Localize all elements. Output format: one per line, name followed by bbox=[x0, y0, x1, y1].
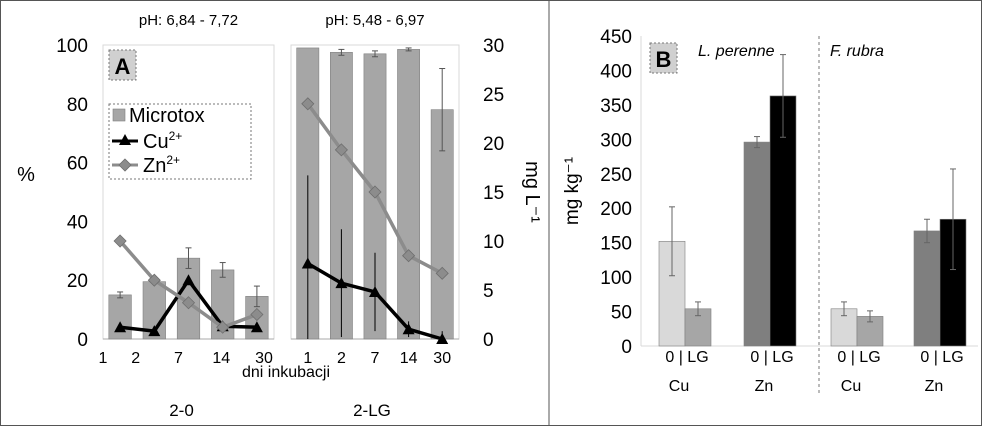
y-tick-label: 0 bbox=[621, 337, 632, 358]
panel-label-box bbox=[108, 49, 137, 81]
y-tick-label: 300 bbox=[600, 130, 632, 151]
microtox-bar bbox=[397, 49, 420, 340]
y-tick-label: 350 bbox=[600, 96, 632, 117]
x-axis-label: dni inkubacji bbox=[242, 364, 330, 381]
legend-label: Cu2+ bbox=[143, 129, 182, 153]
y-axis-label: mg kg⁻¹ bbox=[562, 157, 583, 225]
metal-label: Cu bbox=[669, 378, 689, 395]
panel-a: 0 20 40 60 80 100 0 5 10 15 20 25 30% mg L⁻¹ pH: 6,84 … bbox=[17, 12, 543, 420]
species-label: L. perenne bbox=[698, 43, 775, 60]
zn-point bbox=[402, 249, 416, 263]
legend-label: Microtox bbox=[129, 105, 205, 127]
cu-point bbox=[301, 257, 314, 269]
x-tick-label: 1 bbox=[99, 350, 108, 367]
y-tick-label: 0 bbox=[77, 330, 88, 351]
x-tick-label: 7 bbox=[371, 350, 380, 367]
cu-point bbox=[148, 325, 161, 337]
y-tick-label: 400 bbox=[600, 61, 632, 82]
metal-label: Zn bbox=[755, 378, 774, 395]
zn-point bbox=[113, 234, 127, 248]
panel-label-box bbox=[649, 42, 678, 74]
cu-point bbox=[436, 333, 449, 344]
metal-label: Cu bbox=[841, 378, 861, 395]
zn-point bbox=[250, 307, 264, 322]
treatment-label: 0 | LG bbox=[837, 349, 880, 366]
cu-point bbox=[369, 285, 381, 297]
x-tick-label: 30 bbox=[433, 350, 451, 367]
legend-swatch-microtox bbox=[112, 108, 126, 122]
group-2-0 bbox=[102, 44, 275, 340]
y-tick-label: 80 bbox=[67, 95, 88, 116]
group-2-LG bbox=[290, 44, 460, 344]
group-label: 2-LG bbox=[353, 401, 391, 420]
x-tick-label: 7 bbox=[174, 350, 183, 367]
cu-point bbox=[114, 321, 127, 333]
metal-label: Zn bbox=[925, 378, 944, 395]
x-tick-label: 2 bbox=[337, 350, 346, 367]
treatment-label: 0 | LG bbox=[665, 349, 708, 366]
y-tick-label: 50 bbox=[611, 303, 632, 324]
x-tick-label: 30 bbox=[255, 350, 273, 367]
y-axis-label: % bbox=[17, 164, 35, 186]
y2-tick-label: 30 bbox=[483, 36, 504, 57]
panel-b: 0 50 100 150 200 250 300 350 400 450 mg kg⁻¹ B L. pe… bbox=[562, 27, 978, 396]
zn-point bbox=[147, 273, 161, 287]
panel-label: B bbox=[656, 47, 672, 72]
zn-point bbox=[435, 266, 449, 280]
y-tick-label: 20 bbox=[67, 271, 88, 292]
y-tick-label: 100 bbox=[56, 36, 88, 57]
panel-label: A bbox=[115, 54, 131, 79]
y-tick-label: 60 bbox=[67, 154, 88, 175]
zn-point bbox=[368, 185, 382, 199]
y-tick-label: 150 bbox=[600, 234, 632, 255]
concentration-bar bbox=[913, 230, 941, 347]
legend-marker-zn bbox=[118, 158, 132, 172]
legend-label: Zn2+ bbox=[143, 153, 180, 177]
y-tick-label: 200 bbox=[600, 199, 632, 220]
zn-point bbox=[301, 97, 315, 111]
y2-tick-label: 15 bbox=[483, 183, 504, 204]
y2-tick-label: 10 bbox=[483, 232, 504, 253]
y-tick-label: 250 bbox=[600, 165, 632, 186]
ph-range-label: pH: 5,48 - 6,97 bbox=[325, 12, 424, 29]
x-tick-label: 1 bbox=[303, 350, 312, 367]
cu-point bbox=[250, 321, 263, 333]
cu-point bbox=[335, 277, 348, 289]
y2-tick-label: 0 bbox=[483, 330, 494, 351]
legend-marker-cu bbox=[119, 134, 131, 145]
y2-tick-label: 25 bbox=[483, 85, 504, 106]
species-label: F. rubra bbox=[830, 43, 884, 60]
x-tick-label: 14 bbox=[212, 350, 230, 367]
x-tick-label: 2 bbox=[131, 350, 140, 367]
y-tick-label: 100 bbox=[600, 268, 632, 289]
treatment-label: 0 | LG bbox=[920, 349, 963, 366]
cu-point bbox=[182, 274, 195, 286]
y2-tick-label: 20 bbox=[483, 134, 504, 155]
x-tick-label: 14 bbox=[400, 350, 418, 367]
concentration-bar bbox=[743, 141, 771, 347]
zn-point bbox=[334, 143, 348, 157]
y-tick-label: 450 bbox=[600, 27, 632, 48]
cu-point bbox=[402, 323, 415, 335]
zn-point bbox=[181, 296, 196, 310]
treatment-label: 0 | LG bbox=[750, 349, 793, 366]
y-tick-label: 40 bbox=[67, 212, 88, 233]
zn-point bbox=[216, 320, 230, 334]
ph-range-label: pH: 6,84 - 7,72 bbox=[139, 12, 238, 29]
group-label: 2-0 bbox=[169, 401, 194, 420]
microtox-bar bbox=[108, 294, 132, 340]
y2-tick-label: 5 bbox=[483, 281, 494, 302]
y2-axis-label: mg L⁻¹ bbox=[521, 161, 543, 223]
